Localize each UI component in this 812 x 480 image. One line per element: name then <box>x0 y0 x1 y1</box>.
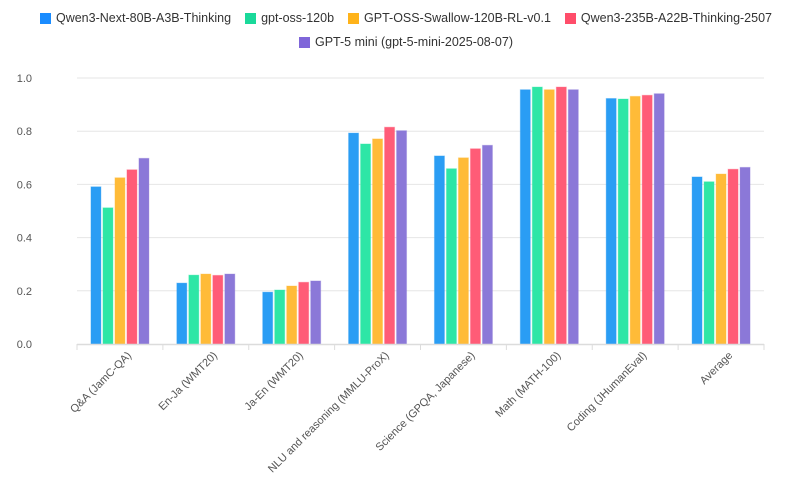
legend-label: gpt-oss-120b <box>261 11 335 25</box>
bar-qwen3-next-80b-a3b-thinking-3[interactable]: Qwen3-Next-80B-A3B-Thinking: 0.793 <box>348 132 360 345</box>
bar-gpt-oss-swallow-120b-rl-v0-1-6[interactable]: GPT-OSS-Swallow-120B-RL-v0.1: 0.931 <box>629 95 641 345</box>
bar-qwen3-next-80b-a3b-thinking-6[interactable]: Qwen3-Next-80B-A3B-Thinking: 0.923 <box>605 97 617 345</box>
bar-gpt-oss-swallow-120b-rl-v0-1-1[interactable]: GPT-OSS-Swallow-120B-RL-v0.1: 0.263 <box>200 273 212 345</box>
bar-gpt-5-mini-gpt-5-mini-2025-08-07--6[interactable]: GPT-5 mini (gpt-5-mini-2025-08-07): 0.94… <box>653 93 665 345</box>
legend-item-gpt-oss-swallow[interactable]: GPT-OSS-Swallow-120B-RL-v0.1 <box>348 11 551 25</box>
x-tick-label: Coding (JHumanEval) <box>565 350 650 435</box>
bar-gpt-5-mini-gpt-5-mini-2025-08-07--5[interactable]: GPT-5 mini (gpt-5-mini-2025-08-07): 0.95… <box>567 89 579 345</box>
bar-gpt-oss-120b-3[interactable]: gpt-oss-120b: 0.752 <box>360 143 372 345</box>
legend-item-qwen3-235b[interactable]: Qwen3-235B-A22B-Thinking-2507 <box>564 11 772 25</box>
bar-qwen3-next-80b-a3b-thinking-2[interactable]: Qwen3-Next-80B-A3B-Thinking: 0.195 <box>262 291 274 345</box>
y-tick-label: 0.4 <box>17 233 32 245</box>
bar-qwen3-235b-a22b-thinking-2507-2[interactable]: Qwen3-235B-A22B-Thinking-2507: 0.232 <box>298 281 310 345</box>
bar-gpt-oss-120b-0[interactable]: gpt-oss-120b: 0.512 <box>102 207 114 345</box>
bars: Qwen3-Next-80B-A3B-Thinking: 0.591gpt-os… <box>90 86 751 345</box>
bar-qwen3-235b-a22b-thinking-2507-5[interactable]: Qwen3-235B-A22B-Thinking-2507: 0.966 <box>555 86 567 345</box>
legend-swatch-icon <box>245 12 257 24</box>
x-tick-label: Math (MATH-100) <box>493 350 563 420</box>
bar-gpt-5-mini-gpt-5-mini-2025-08-07--0[interactable]: GPT-5 mini (gpt-5-mini-2025-08-07): 0.69… <box>138 157 150 345</box>
bar-qwen3-next-80b-a3b-thinking-4[interactable]: Qwen3-Next-80B-A3B-Thinking: 0.707 <box>433 155 445 345</box>
bar-gpt-5-mini-gpt-5-mini-2025-08-07--7[interactable]: GPT-5 mini (gpt-5-mini-2025-08-07): 0.66… <box>739 166 751 345</box>
bar-gpt-oss-120b-4[interactable]: gpt-oss-120b: 0.659 <box>445 168 457 345</box>
y-axis: 0.0 0.2 0.4 0.6 0.8 1.0 <box>17 73 32 351</box>
y-tick-label: 0.8 <box>17 126 32 138</box>
x-tick-label: Average <box>698 350 735 387</box>
legend-swatch-icon <box>564 12 576 24</box>
x-tick-label: Q&A (JamC-QA) <box>68 350 134 416</box>
bar-gpt-oss-swallow-120b-rl-v0-1-2[interactable]: GPT-OSS-Swallow-120B-RL-v0.1: 0.218 <box>286 285 298 345</box>
bar-gpt-oss-120b-5[interactable]: gpt-oss-120b: 0.966 <box>531 86 543 345</box>
bar-gpt-oss-120b-6[interactable]: gpt-oss-120b: 0.921 <box>617 98 629 345</box>
y-tick-label: 0.0 <box>17 339 32 351</box>
bar-gpt-oss-120b-1[interactable]: gpt-oss-120b: 0.259 <box>188 274 200 345</box>
bar-qwen3-235b-a22b-thinking-2507-4[interactable]: Qwen3-235B-A22B-Thinking-2507: 0.734 <box>469 148 481 345</box>
bar-gpt-5-mini-gpt-5-mini-2025-08-07--4[interactable]: GPT-5 mini (gpt-5-mini-2025-08-07): 0.74… <box>481 144 493 345</box>
legend-label: GPT-OSS-Swallow-120B-RL-v0.1 <box>364 11 551 25</box>
bar-qwen3-next-80b-a3b-thinking-1[interactable]: Qwen3-Next-80B-A3B-Thinking: 0.229 <box>176 282 188 345</box>
bar-gpt-oss-swallow-120b-rl-v0-1-7[interactable]: GPT-OSS-Swallow-120B-RL-v0.1: 0.639 <box>715 173 727 345</box>
bar-qwen3-next-80b-a3b-thinking-0[interactable]: Qwen3-Next-80B-A3B-Thinking: 0.591 <box>90 186 102 345</box>
legend-row-2: GPT-5 mini (gpt-5-mini-2025-08-07) <box>0 30 812 54</box>
legend-swatch-icon <box>299 36 310 48</box>
legend-label: Qwen3-Next-80B-A3B-Thinking <box>55 11 232 25</box>
bar-qwen3-235b-a22b-thinking-2507-7[interactable]: Qwen3-235B-A22B-Thinking-2507: 0.657 <box>727 168 739 345</box>
bar-gpt-oss-120b-2[interactable]: gpt-oss-120b: 0.203 <box>274 289 286 345</box>
bar-gpt-oss-120b-7[interactable]: gpt-oss-120b: 0.61 <box>703 181 715 345</box>
legend-item-gpt-5-mini[interactable]: GPT-5 mini (gpt-5-mini-2025-08-07) <box>299 35 513 49</box>
bar-gpt-oss-swallow-120b-rl-v0-1-3[interactable]: GPT-OSS-Swallow-120B-RL-v0.1: 0.771 <box>372 138 384 345</box>
legend-label: GPT-5 mini (gpt-5-mini-2025-08-07) <box>315 35 513 49</box>
y-tick-label: 0.6 <box>17 179 32 191</box>
bar-gpt-oss-swallow-120b-rl-v0-1-0[interactable]: GPT-OSS-Swallow-120B-RL-v0.1: 0.625 <box>114 177 126 345</box>
legend-row-1: Qwen3-Next-80B-A3B-Thinking gpt-oss-120b… <box>0 6 812 30</box>
x-tick-label: En-Ja (WMT20) <box>157 350 220 413</box>
y-tick-label: 1.0 <box>17 73 32 85</box>
legend-label: Qwen3-235B-A22B-Thinking-2507 <box>580 11 772 25</box>
legend-item-gpt-oss[interactable]: gpt-oss-120b <box>245 11 334 25</box>
x-tick-label: Science (GPQA, Japanese) <box>374 350 478 454</box>
bar-gpt-5-mini-gpt-5-mini-2025-08-07--2[interactable]: GPT-5 mini (gpt-5-mini-2025-08-07): 0.23… <box>310 280 322 345</box>
legend-swatch-icon <box>39 12 51 24</box>
legend-swatch-icon <box>348 12 360 24</box>
bar-qwen3-next-80b-a3b-thinking-7[interactable]: Qwen3-Next-80B-A3B-Thinking: 0.628 <box>691 176 703 345</box>
x-axis: Q&A (JamC-QA) En-Ja (WMT20) Ja-En (WMT20)N… <box>68 343 765 475</box>
bar-qwen3-235b-a22b-thinking-2507-1[interactable]: Qwen3-235B-A22B-Thinking-2507: 0.258 <box>212 274 224 345</box>
bar-gpt-oss-swallow-120b-rl-v0-1-4[interactable]: GPT-OSS-Swallow-120B-RL-v0.1: 0.7 <box>457 157 469 345</box>
bar-gpt-5-mini-gpt-5-mini-2025-08-07--3[interactable]: GPT-5 mini (gpt-5-mini-2025-08-07): 0.80… <box>396 130 408 345</box>
bar-qwen3-235b-a22b-thinking-2507-0[interactable]: Qwen3-235B-A22B-Thinking-2507: 0.655 <box>126 169 138 345</box>
bar-qwen3-next-80b-a3b-thinking-5[interactable]: Qwen3-Next-80B-A3B-Thinking: 0.956 <box>519 89 531 345</box>
bar-qwen3-235b-a22b-thinking-2507-6[interactable]: Qwen3-235B-A22B-Thinking-2507: 0.935 <box>641 94 653 345</box>
bar-gpt-5-mini-gpt-5-mini-2025-08-07--1[interactable]: GPT-5 mini (gpt-5-mini-2025-08-07): 0.26… <box>224 273 236 345</box>
legend: Qwen3-Next-80B-A3B-Thinking gpt-oss-120b… <box>0 6 812 54</box>
bar-qwen3-235b-a22b-thinking-2507-3[interactable]: Qwen3-235B-A22B-Thinking-2507: 0.815 <box>384 126 396 345</box>
x-tick-label: Ja-En (WMT20) <box>242 350 305 413</box>
y-tick-label: 0.2 <box>17 286 32 298</box>
bar-gpt-oss-swallow-120b-rl-v0-1-5[interactable]: GPT-OSS-Swallow-120B-RL-v0.1: 0.956 <box>543 89 555 345</box>
legend-item-qwen3-next[interactable]: Qwen3-Next-80B-A3B-Thinking <box>39 11 232 25</box>
